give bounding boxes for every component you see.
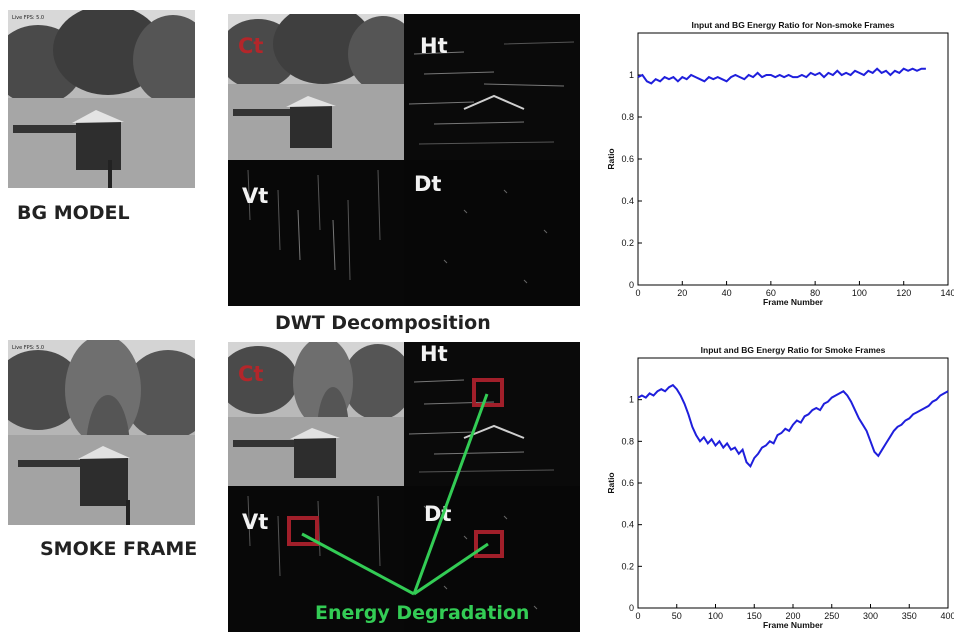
c1-x-tick-label: 250 — [824, 611, 839, 621]
svg-text:Live FPS: 5.0: Live FPS: 5.0 — [12, 345, 44, 351]
c0-y-tick-label: 0.2 — [621, 238, 634, 248]
ht-label: Ht — [420, 34, 448, 58]
ct-subband-image — [228, 14, 404, 160]
dt-label: Dt — [414, 172, 442, 196]
non-smoke-ratio-chart: Input and BG Energy Ratio for Non-smoke … — [606, 20, 954, 307]
c0-x-tick-label: 100 — [852, 288, 867, 298]
c0-y-tick-label: 1 — [629, 70, 634, 80]
vt-highlight-box — [287, 516, 319, 546]
vt-smoke-subband-image — [228, 486, 404, 632]
c0-x-tick-label: 0 — [635, 288, 640, 298]
c1-y-tick-label: 0.4 — [621, 520, 634, 530]
c0-x-tick-label: 80 — [810, 288, 820, 298]
energy-degradation-label: Energy Degradation — [315, 602, 530, 624]
smoke-frame-image: Live FPS: 5.0 — [8, 340, 195, 525]
c0-y-axis-label: Ratio — [606, 148, 616, 169]
c1-x-tick-label: 0 — [635, 611, 640, 621]
dwt-caption: DWT Decomposition — [275, 312, 491, 334]
smoke-ratio-chart: Input and BG Energy Ratio for Smoke Fram… — [606, 345, 954, 630]
energy-pointer-dt — [413, 542, 489, 596]
ct-smoke-label: Ct — [238, 362, 264, 386]
c1-y-tick-label: 0.8 — [621, 436, 634, 446]
c1-y-tick-label: 0.6 — [621, 478, 634, 488]
dt-highlight-box — [474, 530, 504, 558]
svg-text:Live FPS: 5.0: Live FPS: 5.0 — [12, 15, 44, 21]
c1-y-axis-label: Ratio — [606, 472, 616, 493]
smoke-frame-caption: SMOKE FRAME — [40, 538, 198, 560]
c1-y-tick-label: 0.2 — [621, 561, 634, 571]
dwt-smoke-panel: Ct Ht Vt Dt Energy Degradation — [228, 342, 580, 632]
c1-x-tick-label: 350 — [902, 611, 917, 621]
c1-y-tick-label: 0 — [629, 603, 634, 613]
c1-x-tick-label: 100 — [708, 611, 723, 621]
c1-series-line-0 — [637, 383, 949, 469]
ct-smoke-subband-image — [228, 342, 404, 486]
energy-pointer-ht — [412, 393, 489, 595]
ht-highlight-box — [472, 378, 504, 407]
c0-x-axis-label: Frame Number — [763, 297, 824, 307]
ct-label: Ct — [238, 34, 264, 58]
c0-chart-title: Input and BG Energy Ratio for Non-smoke … — [691, 20, 894, 30]
dt-subband-image — [404, 160, 580, 306]
c1-plot-area — [637, 357, 949, 609]
c1-x-tick-label: 50 — [672, 611, 682, 621]
c1-y-tick-label: 1 — [629, 395, 634, 405]
c1-chart-title: Input and BG Energy Ratio for Smoke Fram… — [701, 345, 886, 355]
bg-model-caption: BG MODEL — [17, 202, 130, 224]
c0-x-tick-label: 140 — [940, 288, 954, 298]
c1-x-axis-label: Frame Number — [763, 620, 824, 630]
ht-subband-image — [404, 14, 580, 160]
c0-y-tick-label: 0.8 — [621, 112, 634, 122]
bg-model-image: Live FPS: 5.0 — [8, 10, 195, 188]
c0-series-line-0 — [637, 67, 926, 85]
ht-smoke-label: Ht — [420, 342, 448, 366]
c1-x-tick-label: 150 — [747, 611, 762, 621]
c0-y-tick-label: 0.6 — [621, 154, 634, 164]
dwt-bg-panel: Ct Ht Vt Dt — [228, 14, 580, 306]
energy-overlay — [287, 378, 504, 596]
vt-smoke-label: Vt — [242, 510, 269, 534]
vt-label: Vt — [242, 184, 269, 208]
energy-pointer-vt — [301, 532, 415, 596]
dt-smoke-subband-image — [404, 486, 580, 632]
c1-x-tick-label: 300 — [863, 611, 878, 621]
c0-x-tick-label: 20 — [677, 288, 687, 298]
c1-x-tick-label: 400 — [940, 611, 954, 621]
c0-y-tick-label: 0.4 — [621, 196, 634, 206]
c0-x-tick-label: 120 — [896, 288, 911, 298]
c0-x-tick-label: 60 — [766, 288, 776, 298]
c0-y-tick-label: 0 — [629, 280, 634, 290]
ht-smoke-subband-image — [404, 342, 580, 486]
c1-x-tick-label: 200 — [785, 611, 800, 621]
vt-subband-image — [228, 160, 404, 306]
c0-x-tick-label: 40 — [722, 288, 732, 298]
